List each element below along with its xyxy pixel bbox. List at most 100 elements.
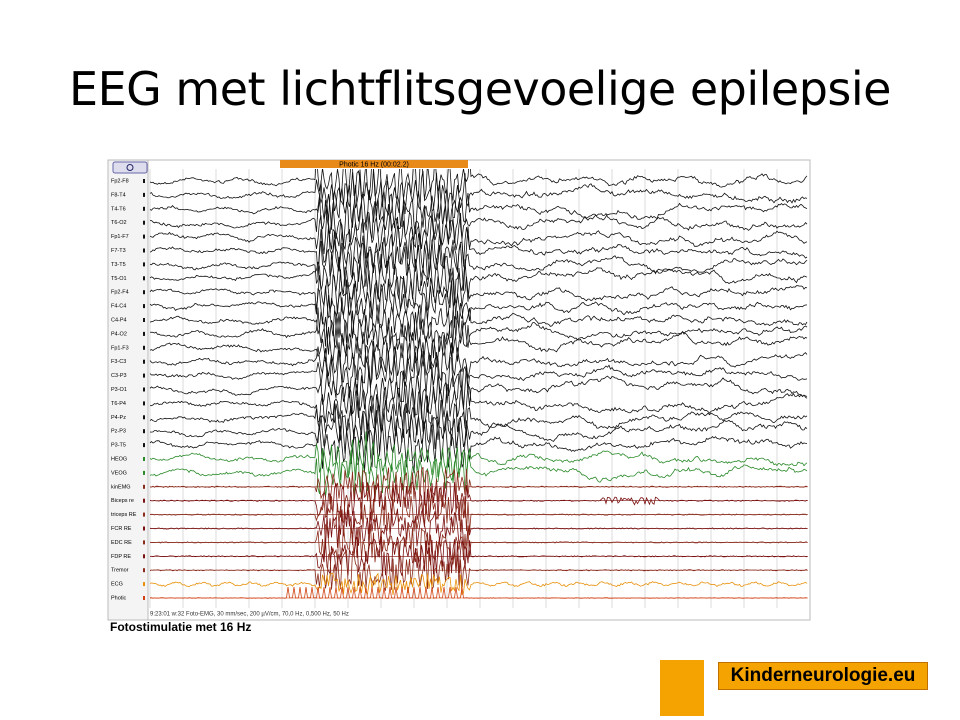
- channel-label: Biceps re: [111, 498, 134, 504]
- channel-label: Tremor: [111, 568, 129, 574]
- channel-label: F4-C4: [111, 304, 126, 310]
- channel-label: Pz-P3: [111, 429, 126, 435]
- channel-marker: [143, 540, 145, 545]
- logo-image: [660, 660, 704, 716]
- channel-marker: [143, 192, 145, 197]
- channel-marker: [143, 331, 145, 336]
- marker-label: Photic 16 Hz (00:02.2): [339, 161, 409, 168]
- waveform: [149, 307, 808, 359]
- channel-marker: [143, 262, 145, 267]
- channel-marker: [143, 304, 145, 309]
- channel-label: Fp1-F3: [111, 345, 129, 351]
- channel-label: FCR RE: [111, 526, 132, 532]
- channel-label: P3-T5: [111, 443, 126, 449]
- waveform: [149, 508, 808, 550]
- waveform: [149, 572, 808, 596]
- channel-label: ECG: [111, 582, 123, 588]
- waveform: [149, 381, 808, 432]
- waveform: [149, 494, 808, 535]
- channel-label: C4-P4: [111, 317, 127, 323]
- waveform: [149, 447, 808, 497]
- channel-marker: [143, 290, 145, 295]
- waveform: [149, 431, 808, 484]
- channel-marker: [143, 206, 145, 211]
- view-button[interactable]: [112, 161, 148, 174]
- waveform: [150, 195, 808, 250]
- channel-marker: [143, 470, 145, 475]
- channel-marker: [143, 345, 145, 350]
- waveform: [149, 586, 808, 599]
- channel-label: F7-T3: [111, 248, 126, 254]
- channel-label: Fp1-F7: [111, 234, 129, 240]
- channel-marker: [143, 457, 145, 461]
- channel-label: Fp2-F4: [111, 290, 129, 296]
- channel-label: F8-T4: [111, 192, 126, 198]
- channel-label: P4-O2: [111, 331, 127, 337]
- channel-marker: [143, 443, 145, 448]
- slide-title: EEG met lichtflitsgevoelige epilepsie: [69, 62, 891, 116]
- channel-label: T4-T6: [111, 206, 126, 212]
- waveform: [149, 239, 808, 291]
- channel-marker: [143, 220, 145, 225]
- channel-label: T3-T5: [111, 262, 126, 268]
- channel-marker: [143, 401, 145, 406]
- waveform: [149, 350, 808, 404]
- channel-label: Photic: [111, 595, 127, 601]
- recording-info: 9:23:01 w:32 Foto-EMG, 30 mm/sec, 200 µV…: [150, 612, 349, 618]
- channel-marker: [143, 373, 145, 378]
- logo-text: Kinderneurologie.eu: [730, 665, 916, 686]
- photic-marker: [280, 160, 468, 168]
- channel-label: C3-P3: [111, 373, 127, 379]
- logo: Kinderneurologie.eu: [718, 662, 928, 690]
- waveform: [149, 466, 808, 506]
- waveform: [149, 480, 808, 521]
- channel-marker: [143, 387, 145, 392]
- waveform: [149, 536, 808, 577]
- waveform: [149, 208, 808, 264]
- channel-marker: [143, 526, 145, 531]
- waveform: [149, 316, 808, 370]
- channel-label: VEOG: [111, 470, 127, 476]
- waveform: [149, 334, 808, 389]
- waveform: [149, 365, 808, 418]
- channel-marker: [143, 248, 145, 253]
- waveform: [149, 549, 807, 592]
- channel-marker: [143, 276, 145, 281]
- channel-marker: [143, 179, 145, 183]
- channel-label: T5-O1: [111, 276, 127, 282]
- waveform: [149, 169, 808, 208]
- channel-marker: [143, 596, 145, 600]
- channel-label: P4-Pz: [111, 415, 126, 421]
- channel-label: triceps RE: [111, 512, 137, 518]
- waveform: [149, 225, 808, 279]
- channel-marker: [143, 359, 145, 364]
- waveform: [149, 278, 808, 330]
- waveform: [149, 252, 808, 306]
- waveform: [149, 415, 808, 473]
- channel-label: Fp2-F8: [111, 178, 129, 184]
- waveform: [149, 391, 808, 447]
- channel-marker: [143, 429, 145, 434]
- channel-marker: [143, 554, 145, 559]
- channel-marker: [143, 512, 145, 517]
- waveform: [149, 180, 808, 235]
- channel-marker: [143, 484, 145, 489]
- channel-marker: [143, 582, 145, 587]
- waveform: [149, 523, 807, 564]
- waveform: [149, 267, 808, 320]
- channel-marker: [143, 318, 145, 322]
- channel-label: F3-C3: [111, 359, 126, 365]
- channel-marker: [143, 415, 145, 420]
- icon: [126, 164, 134, 171]
- channel-label: T6-O2: [111, 220, 127, 226]
- channel-label: T6-P4: [111, 401, 126, 407]
- channel-label: HEOG: [111, 456, 127, 462]
- waveform: [149, 400, 808, 456]
- channel-label: FDP RE: [111, 554, 131, 560]
- channel-label: P3-O1: [111, 387, 127, 393]
- channel-label: kinEMG: [111, 484, 131, 490]
- label-column: [107, 159, 149, 621]
- channel-marker: [143, 498, 145, 503]
